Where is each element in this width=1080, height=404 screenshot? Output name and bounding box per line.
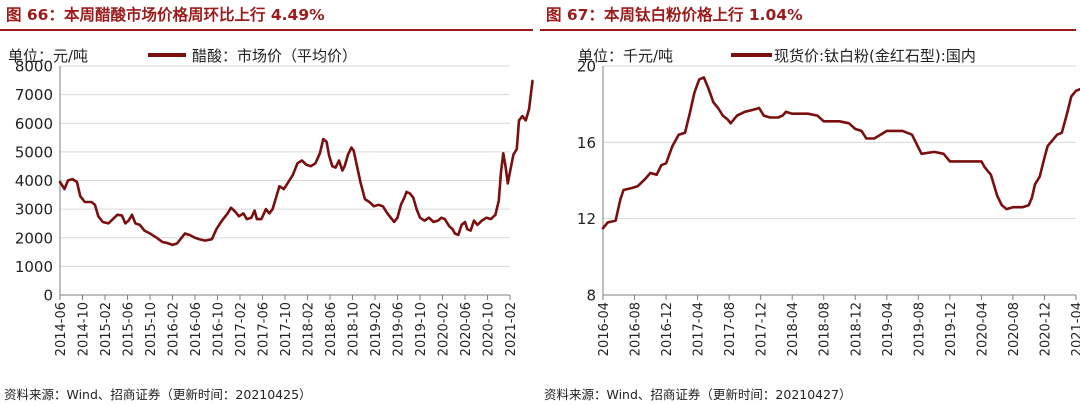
x-tick-label: 2014-06 bbox=[54, 302, 69, 356]
x-tick-label: 2017-10 bbox=[279, 302, 294, 356]
series-line bbox=[601, 76, 1080, 230]
title-divider bbox=[0, 29, 533, 31]
x-tick-label: 2015-02 bbox=[99, 302, 114, 356]
x-tick-label: 2016-10 bbox=[212, 302, 227, 356]
x-tick-label: 2020-08 bbox=[1007, 302, 1022, 356]
y-tick-label: 16 bbox=[577, 134, 596, 152]
x-tick-label: 2017-08 bbox=[723, 302, 738, 356]
legend-label: 现货价:钛白粉(金红石型):国内 bbox=[774, 47, 976, 65]
x-tick-label: 2018-06 bbox=[324, 302, 339, 356]
chart-titanium-dioxide-price: 8 12 16 20 2016-04 2016-08 2016-12 2017-04 2017-… bbox=[577, 47, 1080, 356]
y-tick-label: 1000 bbox=[15, 258, 53, 276]
x-tick-label: 2020-12 bbox=[1038, 302, 1053, 356]
x-tick-label: 2017-12 bbox=[755, 302, 770, 356]
x-tick-label: 2015-06 bbox=[122, 302, 137, 356]
unit-label: 单位：千元/吨 bbox=[578, 47, 673, 65]
x-tick-label: 2016-12 bbox=[660, 302, 675, 356]
x-tick-label: 2020-06 bbox=[459, 302, 474, 356]
x-tick-label: 2019-08 bbox=[912, 302, 927, 356]
x-tick-label: 2016-02 bbox=[167, 302, 182, 356]
x-tick-label: 2019-02 bbox=[369, 302, 384, 356]
y-tick-label: 2000 bbox=[15, 229, 53, 247]
x-tick-label: 2020-10 bbox=[482, 302, 497, 356]
chart-acetic-acid-price: 0 1000 2000 3000 4000 5000 6000 7000 8000 2014-06… bbox=[8, 47, 534, 356]
x-tick-label: 2018-02 bbox=[302, 302, 317, 356]
x-tick-label: 2018-04 bbox=[786, 302, 801, 356]
y-tick-label: 3000 bbox=[15, 201, 53, 219]
y-tick-label: 6000 bbox=[15, 115, 53, 133]
y-tick-label: 0 bbox=[43, 287, 53, 305]
source-note: 资料来源：Wind、招商证券（更新时间：20210425） bbox=[4, 387, 312, 402]
y-tick-label: 12 bbox=[577, 210, 596, 228]
x-tick-label: 2015-10 bbox=[144, 302, 159, 356]
figure-66: 图 66：本周醋酸市场价格周环比上行 4.49% 0 1000 2000 3000 40… bbox=[0, 6, 534, 402]
x-tick-label: 2016-06 bbox=[189, 302, 204, 356]
x-tick-label: 2019-06 bbox=[392, 302, 407, 356]
y-tick-label: 7000 bbox=[15, 86, 53, 104]
x-tick-label: 2017-04 bbox=[692, 302, 707, 356]
title-divider bbox=[540, 29, 1076, 31]
unit-label: 单位：元/吨 bbox=[8, 47, 88, 65]
x-tick-label: 2018-08 bbox=[818, 302, 833, 356]
x-tick-label: 2018-12 bbox=[849, 302, 864, 356]
x-tick-label: 2017-06 bbox=[257, 302, 272, 356]
y-tick-label: 5000 bbox=[15, 143, 53, 161]
x-tick-label: 2021-04 bbox=[1070, 302, 1080, 356]
y-tick-label: 8 bbox=[586, 287, 596, 305]
series-line bbox=[58, 79, 534, 247]
x-tick-label: 2019-04 bbox=[881, 302, 896, 356]
figure-67: 图 67：本周钛白粉价格上行 1.04% 8 12 16 20 2016-04 2016-… bbox=[540, 0, 1080, 404]
y-tick-label: 4000 bbox=[15, 172, 53, 190]
figure-title: 图 66：本周醋酸市场价格周环比上行 4.49% bbox=[6, 6, 325, 24]
legend-label: 醋酸：市场价（平均价） bbox=[192, 47, 357, 65]
figure-title: 图 67：本周钛白粉价格上行 1.04% bbox=[546, 6, 803, 24]
x-tick-label: 2016-04 bbox=[597, 302, 612, 356]
x-tick-label: 2014-10 bbox=[77, 302, 92, 356]
x-tick-label: 2019-12 bbox=[944, 302, 959, 356]
x-tick-label: 2018-10 bbox=[347, 302, 362, 356]
source-note: 资料来源：Wind、招商证券（更新时间：20210427） bbox=[544, 387, 852, 402]
y-tick-label: 8000 bbox=[15, 58, 53, 76]
x-tick-label: 2019-10 bbox=[414, 302, 429, 356]
x-tick-label: 2020-02 bbox=[437, 302, 452, 356]
x-tick-label: 2016-08 bbox=[629, 302, 644, 356]
x-tick-label: 2017-02 bbox=[234, 302, 249, 356]
x-tick-label: 2020-04 bbox=[975, 302, 990, 356]
y-tick-label: 20 bbox=[577, 58, 596, 76]
x-tick-label: 2021-02 bbox=[504, 302, 519, 356]
